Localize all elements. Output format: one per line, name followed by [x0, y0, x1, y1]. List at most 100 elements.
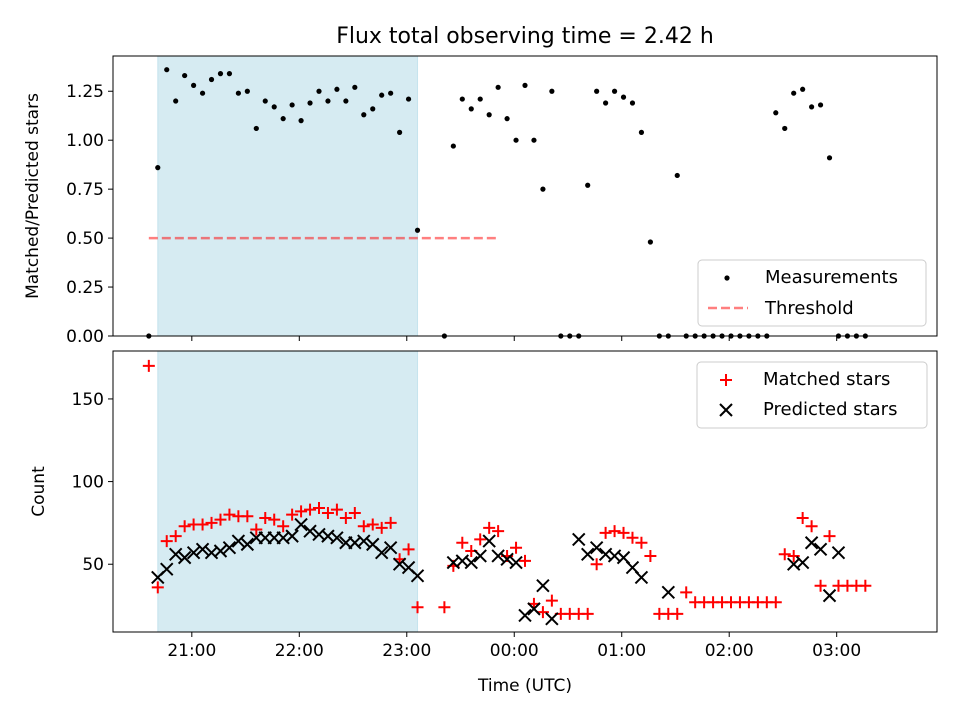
measurement-point — [173, 98, 179, 104]
predicted-point — [527, 602, 541, 616]
predicted-point — [831, 545, 846, 560]
x-tick-label: 03:00 — [812, 641, 861, 661]
matched-point — [169, 530, 182, 543]
measurement-point — [191, 82, 197, 88]
predicted-point — [213, 544, 228, 558]
legend: Measurements Threshold — [697, 259, 927, 327]
matched-point — [805, 520, 818, 533]
predicted-point — [195, 542, 210, 557]
measurement-point — [217, 71, 224, 77]
measurement-point — [674, 172, 680, 179]
measurement-point — [773, 110, 779, 116]
predicted-point — [240, 537, 255, 552]
matched-point — [796, 511, 809, 524]
predicted-point — [813, 542, 828, 557]
predicted-point — [177, 550, 192, 565]
matched-point — [259, 511, 272, 524]
matched-point — [250, 523, 263, 536]
predicted-point — [822, 588, 837, 603]
measurement-point — [298, 118, 304, 124]
matched-point — [295, 505, 308, 518]
legend-marker-measurements — [724, 275, 730, 281]
matched-point — [483, 521, 496, 534]
matched-point — [581, 607, 594, 620]
measurement-point — [244, 88, 250, 94]
matched-point — [321, 506, 334, 519]
matched-point — [859, 579, 872, 592]
y-tick-label: 150 — [72, 390, 104, 410]
predicted-point — [482, 534, 496, 548]
predicted-point — [661, 585, 676, 600]
predicted-point — [804, 536, 819, 550]
plot-frame — [112, 55, 938, 337]
matched-point — [536, 606, 549, 619]
predicted-point — [634, 570, 649, 585]
matched-point — [626, 531, 639, 544]
predicted-point — [231, 534, 246, 548]
matched-point — [769, 596, 782, 609]
plot-frame — [112, 350, 938, 633]
measurement-point — [397, 129, 403, 135]
y-tick-label: 100 — [72, 473, 104, 493]
matched-point — [635, 536, 648, 549]
shaded-interval — [157, 55, 419, 337]
measurement-point — [352, 84, 358, 90]
matched-point — [456, 536, 469, 549]
matched-point — [384, 516, 397, 529]
measurement-point — [388, 90, 394, 96]
measurement-point — [826, 155, 833, 161]
matched-point — [411, 601, 424, 614]
matched-point — [277, 520, 290, 533]
matched-point — [366, 518, 379, 531]
measurement-point — [262, 98, 268, 104]
ratio-panel: 0.00 0.25 0.50 0.75 1.00 1.25 Matched/Predict… — [23, 55, 938, 347]
measurement-point — [155, 165, 161, 171]
predicted-point — [589, 540, 604, 555]
measurement-point — [791, 90, 797, 96]
y-axis-label: Matched/Predicted stars — [23, 93, 43, 299]
measurement-point — [226, 71, 233, 77]
legend-label-matched: Matched stars — [763, 369, 890, 390]
legend-marker-matched — [720, 374, 732, 386]
matched-point — [474, 533, 487, 546]
predicted-point — [357, 534, 371, 548]
measurement-point — [468, 106, 474, 112]
measurement-point — [379, 92, 385, 98]
measurement-point — [325, 98, 331, 104]
measurement-point — [271, 104, 277, 110]
measurement-point — [540, 186, 546, 192]
matched-point — [214, 513, 227, 526]
matched-point — [241, 510, 254, 523]
legend: Matched stars Predicted stars — [696, 361, 928, 429]
matched-point — [590, 558, 603, 571]
measurement-point — [208, 76, 215, 83]
matched-point — [608, 525, 621, 538]
chart-title: Flux total observing time = 2.42 h — [336, 24, 714, 49]
measurement-point — [370, 106, 376, 112]
measurement-point — [459, 96, 465, 102]
measurement-point — [620, 94, 627, 100]
y-axis-ticks: 0.00 0.25 0.50 0.75 1.00 1.25 — [66, 82, 113, 347]
y-tick-label: 0.75 — [66, 180, 104, 200]
predicted-point — [473, 549, 487, 563]
matched-point — [402, 543, 415, 556]
measurement-point — [199, 90, 206, 96]
measurement-point — [253, 125, 259, 132]
predicted-point — [383, 540, 398, 555]
measurement-point — [531, 137, 537, 143]
matched-point — [339, 511, 352, 524]
predicted-point — [392, 557, 407, 571]
measurement-point — [316, 88, 322, 94]
measurement-point — [603, 100, 609, 106]
y-tick-label: 0.00 — [66, 327, 104, 347]
matched-point — [375, 521, 388, 534]
predicted-series — [151, 517, 846, 626]
measurement-point — [235, 90, 241, 96]
measurement-point — [450, 143, 456, 149]
matched-point — [160, 535, 173, 548]
measurement-point — [594, 88, 600, 94]
matched-point — [205, 516, 218, 529]
measurement-point — [495, 84, 501, 90]
predicted-point — [509, 555, 523, 570]
